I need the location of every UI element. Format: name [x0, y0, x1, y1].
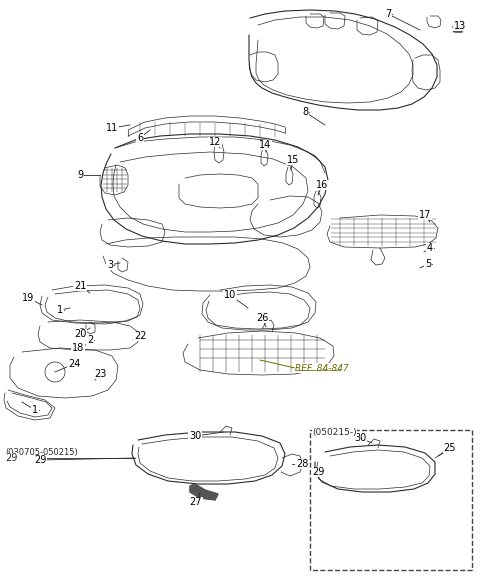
Text: 21: 21: [74, 281, 86, 291]
Text: 16: 16: [316, 180, 328, 190]
Text: 29: 29: [5, 453, 17, 463]
Text: 30: 30: [354, 433, 366, 443]
Text: 30: 30: [189, 431, 201, 441]
Text: 18: 18: [72, 343, 84, 353]
Text: 7: 7: [385, 9, 391, 19]
Text: (030705-050215): (030705-050215): [5, 447, 78, 456]
Text: 25: 25: [444, 443, 456, 453]
Polygon shape: [453, 22, 464, 32]
Text: 2: 2: [87, 335, 93, 345]
Text: 26: 26: [256, 313, 268, 323]
Text: 29: 29: [312, 467, 324, 477]
Text: 14: 14: [259, 140, 271, 150]
Polygon shape: [190, 484, 218, 500]
Text: 8: 8: [302, 107, 308, 117]
Text: 3: 3: [107, 260, 113, 270]
Text: 24: 24: [68, 359, 80, 369]
Text: 10: 10: [224, 290, 236, 300]
FancyBboxPatch shape: [310, 430, 472, 570]
Text: 9: 9: [77, 170, 83, 180]
Text: 17: 17: [419, 210, 431, 220]
Text: 13: 13: [454, 21, 466, 31]
Text: 1: 1: [32, 405, 38, 415]
Text: 23: 23: [94, 369, 106, 379]
Text: 6: 6: [137, 133, 143, 143]
Text: 20: 20: [74, 329, 86, 339]
Text: 22: 22: [134, 331, 146, 341]
Text: 28: 28: [296, 459, 308, 469]
Text: REF. 84-847: REF. 84-847: [295, 363, 349, 373]
Text: 29: 29: [34, 455, 46, 465]
Text: 15: 15: [287, 155, 299, 165]
Text: 4: 4: [427, 243, 433, 253]
Text: 12: 12: [209, 137, 221, 147]
Text: 1: 1: [57, 305, 63, 315]
Text: 19: 19: [22, 293, 34, 303]
Text: 11: 11: [106, 123, 118, 133]
Text: 27: 27: [190, 497, 202, 507]
Text: (050215-): (050215-): [312, 427, 357, 436]
Text: 5: 5: [425, 259, 431, 269]
